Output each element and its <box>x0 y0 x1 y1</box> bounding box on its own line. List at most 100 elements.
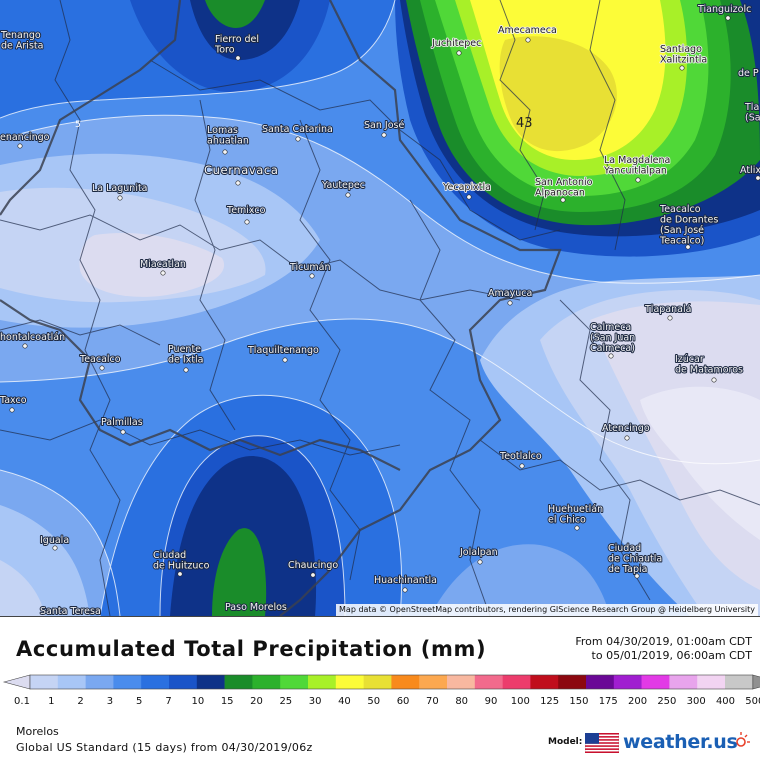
place-label-atlixco: Atlixco <box>740 165 760 176</box>
colorbar-tick-label: 400 <box>716 696 735 707</box>
colorbar-tick-label: 250 <box>657 696 676 707</box>
colorbar-tick-label: 5 <box>136 696 142 707</box>
place-label-ticuman: Ticumán <box>289 262 331 273</box>
colorbar-swatch <box>669 675 698 689</box>
time-range: From 04/30/2019, 01:00am CDT to 05/01/20… <box>575 635 752 663</box>
place-dot-san-jose <box>381 132 387 138</box>
colorbar-tick-label: 0.1 <box>14 696 30 707</box>
state-border <box>0 0 562 616</box>
place-dot-atencingo <box>624 435 630 441</box>
colorbar-tick-label: 40 <box>338 696 351 707</box>
place-label-santiago-xalitzintla: Santiago Xalitzintla <box>660 44 707 66</box>
colorbar-swatch <box>141 675 170 689</box>
colorbar-swatch <box>169 675 198 689</box>
colorbar-swatch <box>697 675 726 689</box>
colorbar-swatch <box>196 675 225 689</box>
colorbar-tick-label: 175 <box>599 696 618 707</box>
map-attribution[interactable]: Map data © OpenStreetMap contributors, r… <box>336 604 758 616</box>
place-dot-yautepec <box>345 192 351 198</box>
place-label-atencingo: Atencingo <box>602 423 650 434</box>
place-dot-yecapixtla <box>466 194 472 200</box>
place-label-cuernavaca: Cuernavaca <box>204 163 278 177</box>
colorbar-tick-label: 500 <box>745 696 760 707</box>
place-label-juchitepec: Juchitepec <box>431 38 481 49</box>
place-label-edge-de-p: de P <box>738 68 759 79</box>
place-dot-teotlalco <box>519 463 525 469</box>
place-dot-miacatlan <box>160 270 166 276</box>
place-label-la-magdalena: La Magdalena Yancuitlalpan <box>603 155 670 177</box>
colorbar-tick-label: 25 <box>279 696 292 707</box>
place-dot-ciudad-de-chiautla <box>634 573 640 579</box>
place-dot-la-magdalena <box>635 177 641 183</box>
place-label-tlaquiltenango: Tlaquiltenango <box>247 345 319 356</box>
colorbar-tick-label: 2 <box>77 696 83 707</box>
place-dot-la-lagunita <box>117 195 123 201</box>
sun-icon <box>736 732 750 747</box>
place-dot-lomas-de-ahuatlan <box>222 149 228 155</box>
place-label-tenango-de-arista: Tenango de Arista <box>0 30 43 52</box>
place-dot-palmillas <box>120 429 126 435</box>
colorbar-swatch <box>85 675 114 689</box>
place-dot-iguala <box>52 545 58 551</box>
colorbar-swatch <box>30 675 59 689</box>
colorbar-swatch <box>558 675 587 689</box>
place-label-yecapixtla: Yecapixtla <box>442 182 491 193</box>
place-dot-temixco <box>244 219 250 225</box>
colorbar-swatch <box>280 675 309 689</box>
place-label-coatlan: hontalcoatlán <box>0 332 65 343</box>
place-label-taxco: Taxco <box>0 395 27 406</box>
colorbar-swatch <box>335 675 364 689</box>
colorbar-tick-label: 125 <box>540 696 559 707</box>
colorbar-tick-label: 60 <box>397 696 410 707</box>
colorbar-tick-label: 1 <box>48 696 54 707</box>
colorbar-swatch <box>113 675 142 689</box>
colorbar-swatch <box>419 675 448 689</box>
colorbar-tick-label: 200 <box>628 696 647 707</box>
colorbar-arrow-low <box>2 674 31 690</box>
colorbar-swatch <box>252 675 281 689</box>
place-label-calmeca: Calmeca (San Juan Calmeca) <box>590 322 635 354</box>
place-dot-amecameca <box>525 37 531 43</box>
place-label-teacalco: Teacalco <box>79 354 121 365</box>
colorbar-tick-label: 90 <box>485 696 498 707</box>
model-label: Model: <box>548 737 583 747</box>
time-range-from: From 04/30/2019, 01:00am CDT <box>575 635 752 648</box>
place-label-paso-morelos: Paso Morelos <box>225 602 287 613</box>
colorbar-tick-label: 150 <box>569 696 588 707</box>
place-label-yautepec: Yautepec <box>321 180 365 191</box>
place-label-chaucingo: Chaucingo <box>288 560 338 571</box>
contour-value-label: 5 <box>75 120 81 130</box>
place-dot-ticuman <box>309 273 315 279</box>
colorbar-swatch <box>725 675 754 689</box>
place-dot-atlixco <box>755 175 760 181</box>
place-label-san-antonio-alpanocan: San Antonio Alpanocan <box>535 177 593 199</box>
colorbar-tick-label: 20 <box>250 696 263 707</box>
place-label-tlapanala: Tlapanalá <box>644 304 691 315</box>
place-label-amecameca: Amecameca <box>498 25 557 36</box>
colorbar-swatch <box>530 675 559 689</box>
place-dot-teacalco-de-dorantes <box>685 244 691 250</box>
municipal-boundaries <box>0 0 760 616</box>
place-label-teotlalco: Teotlalco <box>499 451 542 462</box>
colorbar-tick-label: 3 <box>107 696 113 707</box>
contour-lines <box>0 0 760 616</box>
place-label-huehuetlan-el-chico: Huehuetlán el Chico <box>548 504 603 526</box>
colorbar-swatch <box>57 675 86 689</box>
weather-us-logo[interactable]: weather.us <box>585 730 757 756</box>
place-dot-chaucingo <box>310 572 316 578</box>
place-label-izucar: Izúcar de Matamoros <box>675 354 743 376</box>
max-precipitation-label: 43 <box>516 116 533 131</box>
brand-name: weather.us <box>623 731 738 753</box>
colorbar-tick-label: 15 <box>221 696 234 707</box>
colorbar-tick-label: 50 <box>367 696 380 707</box>
place-label-palmillas: Palmillas <box>101 417 143 428</box>
place-label-miacatlan: Miacatlan <box>140 259 186 270</box>
place-dot-fierro-del-toro <box>235 55 241 61</box>
place-dot-puente-de-ixtla <box>183 367 189 373</box>
place-dot-san-antonio-alpanocan <box>560 197 566 203</box>
place-dot-tlapanala <box>667 315 673 321</box>
place-dot-izucar <box>711 377 717 383</box>
precipitation-map[interactable]: 43 5 Tenango de Arista enancingo Fierro del… <box>0 0 760 616</box>
place-label-huachinantla: Huachinantla <box>374 575 437 586</box>
place-label-ciudad-de-huitzuco: Ciudad de Huitzuco <box>153 550 210 572</box>
